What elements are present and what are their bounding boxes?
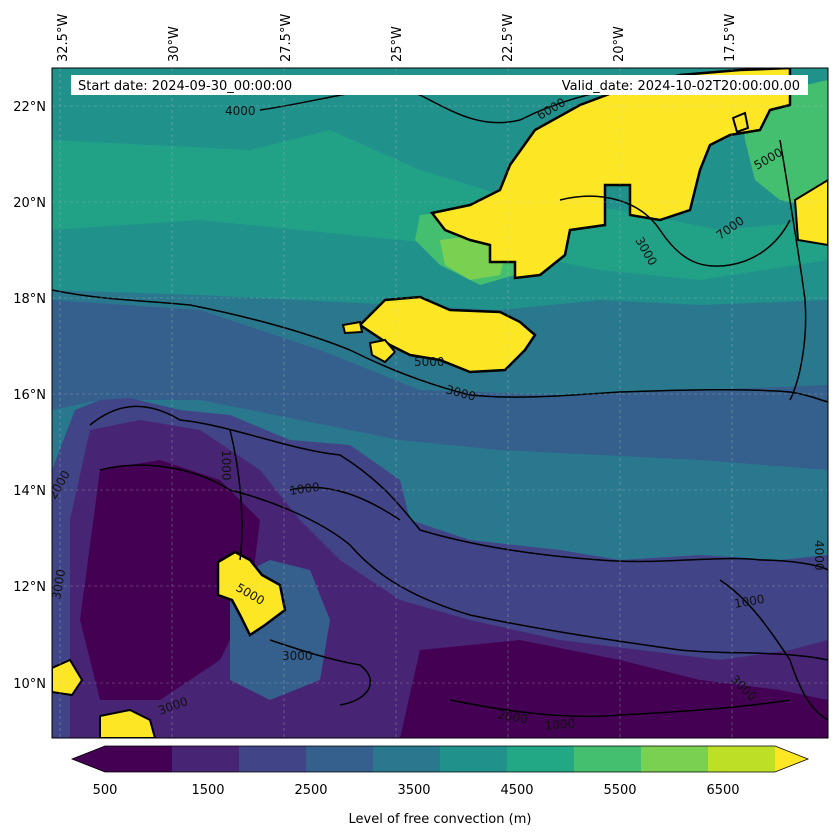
contour-coastline bbox=[779, 139, 807, 401]
contour-label: 3000 bbox=[49, 568, 68, 601]
colorbar-segment bbox=[574, 746, 642, 772]
colorbar-segment bbox=[440, 746, 508, 772]
contour-label: 2000 bbox=[496, 707, 529, 726]
contour-5000-north bbox=[559, 195, 791, 267]
contour-label: 1000 bbox=[219, 450, 233, 481]
map-frame bbox=[51, 67, 829, 739]
colorbar-extend-max bbox=[775, 746, 808, 772]
contour-label: 4000 bbox=[225, 104, 256, 118]
longitude-labels: 32.5°W 30°W 27.5°W 25°W 22.5°W 20°W 17.5… bbox=[56, 14, 738, 62]
contour-2000 bbox=[89, 405, 828, 571]
contour-2000-east bbox=[719, 579, 828, 721]
colorbar-segment bbox=[306, 746, 374, 772]
contour-1000-south bbox=[449, 699, 791, 718]
high-lfc-region-north bbox=[429, 68, 792, 280]
contour-label: 1000 bbox=[288, 480, 320, 498]
map-area: 4000 6000 5000 7000 3000 5000 3000 1000 … bbox=[49, 68, 828, 738]
colorbar-ticks: 500 1500 2500 3500 4500 5500 6500 bbox=[93, 783, 740, 798]
contour-3000-south bbox=[269, 639, 372, 706]
colorbar-segment bbox=[105, 746, 173, 772]
colorbar-tick: 4500 bbox=[500, 783, 533, 798]
field-band-green bbox=[52, 130, 828, 280]
high-lfc-spot bbox=[368, 338, 397, 364]
colorbar-segment bbox=[641, 746, 709, 772]
colorbar-tick: 5500 bbox=[603, 783, 636, 798]
lon-label: 32.5°W bbox=[56, 14, 71, 62]
lon-label: 20°W bbox=[612, 26, 627, 62]
contour-lines bbox=[52, 84, 828, 721]
contour-3000 bbox=[52, 289, 828, 403]
lon-label: 22.5°W bbox=[501, 14, 516, 62]
contour-label: 5000 bbox=[414, 355, 445, 369]
colorbar bbox=[70, 745, 810, 773]
lon-label: 25°W bbox=[390, 26, 405, 62]
lat-label: 14°N bbox=[13, 484, 46, 499]
lon-label: 30°W bbox=[167, 26, 182, 62]
valid-date-label: Valid_date: 2024-10-02T20:00:00.00 bbox=[562, 79, 800, 94]
colorbar-segment bbox=[507, 746, 575, 772]
high-lfc-spot-w bbox=[341, 320, 364, 335]
field-min-south bbox=[400, 640, 828, 738]
lat-label: 22°N bbox=[13, 100, 46, 115]
contour-1000 bbox=[99, 464, 828, 661]
latitude-labels: 22°N 20°N 18°N 16°N 14°N 12°N 10°N bbox=[13, 100, 46, 692]
lat-label: 18°N bbox=[13, 292, 46, 307]
colorbar-segment bbox=[239, 746, 307, 772]
colorbar-tick: 500 bbox=[93, 783, 118, 798]
contour-south-arc bbox=[289, 486, 401, 521]
high-lfc-region-central bbox=[358, 295, 537, 374]
field-min-core bbox=[80, 460, 260, 700]
start-date-label: Start date: 2024-09-30_00:00:00 bbox=[78, 79, 292, 94]
colorbar-tick: 6500 bbox=[706, 783, 739, 798]
colorbar-tick: 1500 bbox=[191, 783, 224, 798]
colorbar-tick: 3500 bbox=[397, 783, 430, 798]
high-lfc-region-west bbox=[52, 658, 84, 697]
contour-south-v bbox=[229, 429, 243, 561]
gridlines bbox=[52, 68, 828, 738]
field-mid-band bbox=[52, 300, 828, 470]
high-lfc-region-sw bbox=[99, 708, 157, 738]
lat-label: 10°N bbox=[13, 677, 46, 692]
lat-label: 20°N bbox=[13, 196, 46, 211]
colorbar-segment bbox=[373, 746, 441, 772]
lat-label: 12°N bbox=[13, 580, 46, 595]
lon-label: 27.5°W bbox=[279, 14, 294, 62]
contour-label: 3000 bbox=[282, 649, 313, 663]
lon-label: 17.5°W bbox=[723, 14, 738, 62]
colorbar-segment bbox=[708, 746, 776, 772]
colorbar-extend-min bbox=[72, 746, 105, 772]
high-lfc-region-east bbox=[793, 178, 828, 247]
colorbar-outline bbox=[70, 745, 810, 773]
contour-label: 1000 bbox=[544, 716, 576, 733]
colorbar-tick: 2500 bbox=[294, 783, 327, 798]
contour-label: 1000 bbox=[733, 592, 766, 611]
lat-label: 16°N bbox=[13, 388, 46, 403]
contour-label: 4000 bbox=[812, 540, 826, 571]
date-banner bbox=[71, 75, 808, 95]
colorbar-title: Level of free convection (m) bbox=[349, 812, 532, 827]
colorbar-segment bbox=[172, 746, 240, 772]
high-lfc-spot-ne bbox=[731, 111, 750, 134]
high-lfc-region-south bbox=[216, 550, 287, 637]
